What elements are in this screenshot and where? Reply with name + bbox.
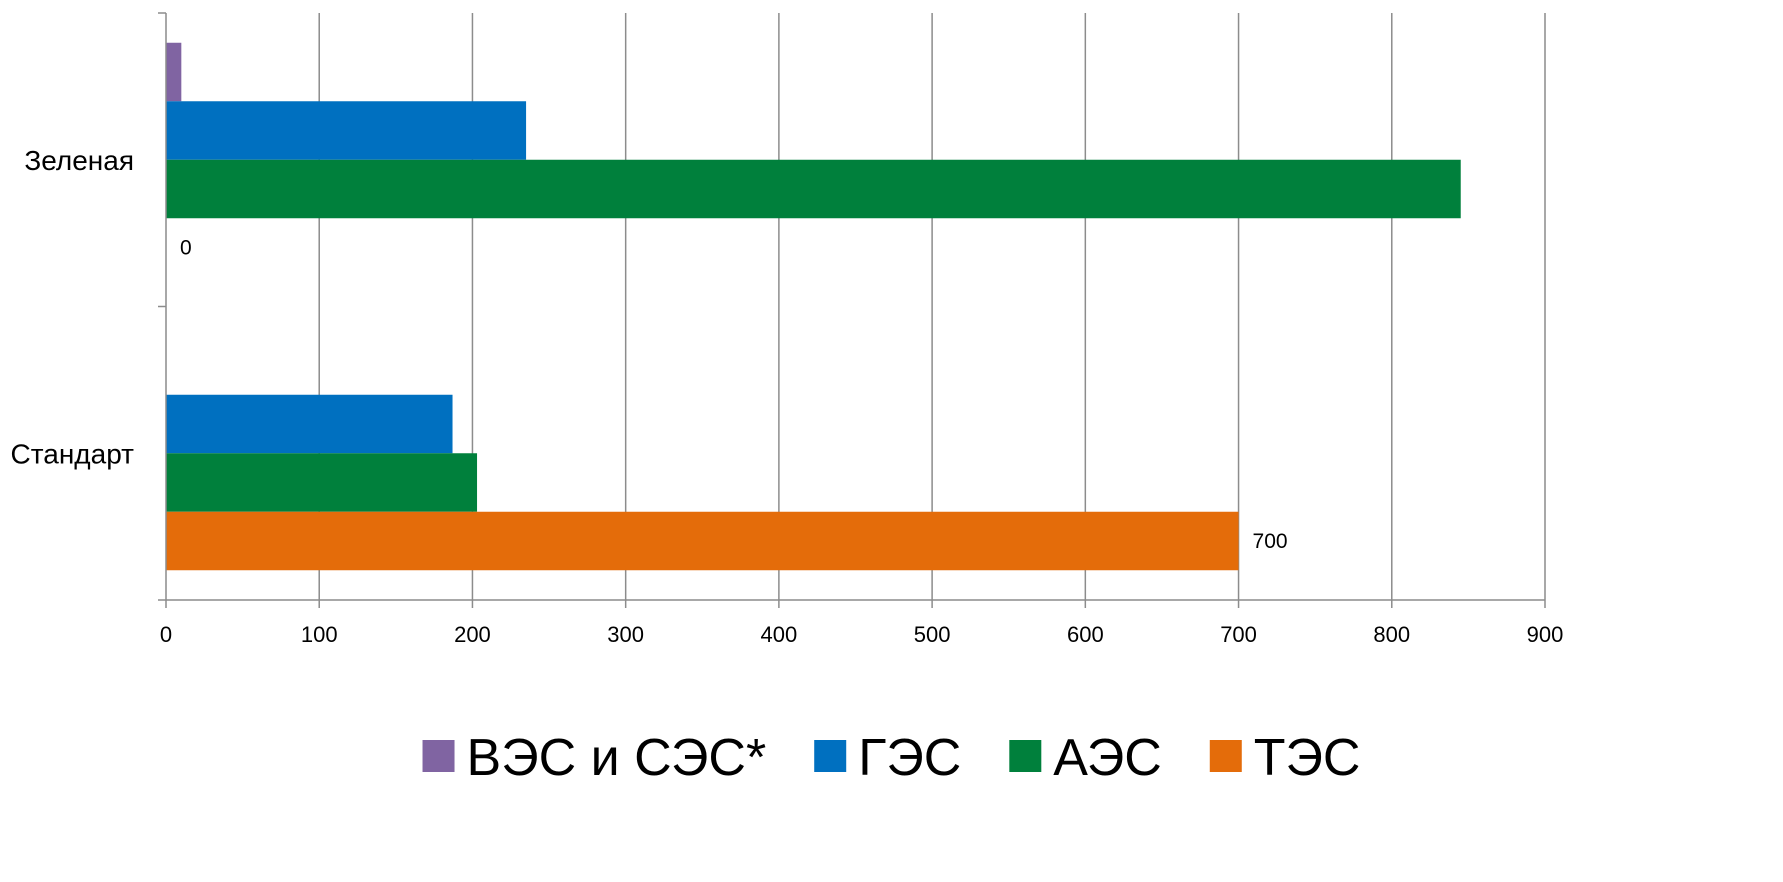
legend-label: ГЭС [858, 729, 961, 787]
legend-swatch [814, 740, 847, 772]
legend-label: АЭС [1053, 729, 1161, 787]
legend-label: ВЭС и СЭС* [467, 729, 767, 787]
bar [166, 42, 182, 102]
labels: Зеленая 0 Стандарт 700 [11, 145, 1288, 553]
bar [166, 101, 527, 160]
legend: ВЭС и СЭС* ГЭС АЭС ТЭС [422, 729, 1361, 787]
legend-swatch [1009, 740, 1042, 772]
legend-swatch [1209, 740, 1242, 772]
bar [166, 453, 478, 512]
x-tick-label: 700 [1220, 622, 1257, 647]
x-tick-label: 600 [1067, 622, 1104, 647]
data-label: 0 [180, 237, 192, 260]
x-tick-label: 100 [301, 622, 338, 647]
bar [166, 511, 1239, 571]
axes: 0 100 200 300 400 500 600 700 800 900 [158, 12, 1564, 647]
x-tick-label: 900 [1527, 622, 1564, 647]
category-label: Стандарт [11, 438, 135, 469]
legend-swatch [422, 740, 455, 772]
x-tick-label: 800 [1373, 622, 1410, 647]
bars [166, 42, 1461, 571]
x-tick-label: 200 [454, 622, 491, 647]
bar [166, 159, 1461, 219]
x-tick-label: 0 [160, 622, 172, 647]
category-label: Зеленая [24, 145, 134, 176]
legend-label: ТЭС [1254, 729, 1361, 787]
data-label: 700 [1253, 530, 1288, 553]
bar [166, 394, 453, 454]
x-tick-label: 400 [761, 622, 798, 647]
x-tick-label: 500 [914, 622, 951, 647]
x-tick-label: 300 [607, 622, 644, 647]
